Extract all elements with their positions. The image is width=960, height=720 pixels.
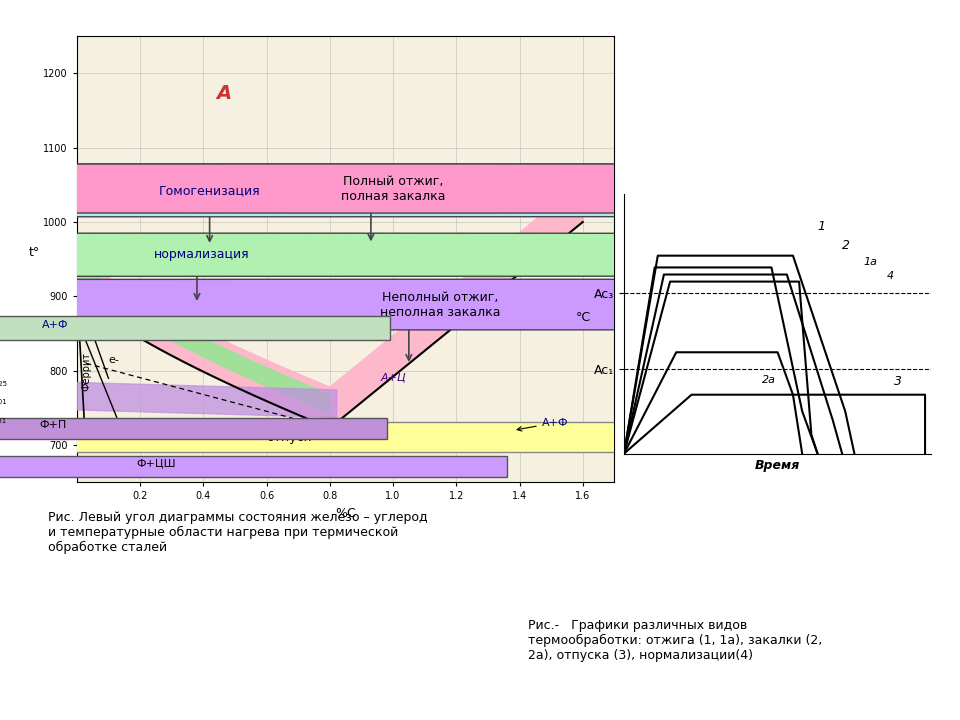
Text: 0,001: 0,001 xyxy=(0,418,8,424)
Polygon shape xyxy=(77,181,583,428)
Text: Рис.-   Графики различных видов
термообработки: отжига (1, 1а), закалки (2,
2а),: Рис.- Графики различных видов термообраб… xyxy=(528,619,823,662)
Text: 1a: 1a xyxy=(864,257,877,267)
Text: Ф+П: Ф+П xyxy=(39,420,66,430)
Text: 0,025: 0,025 xyxy=(0,381,8,387)
FancyBboxPatch shape xyxy=(0,456,507,477)
Text: 4: 4 xyxy=(887,271,894,282)
FancyBboxPatch shape xyxy=(0,233,960,276)
Y-axis label: °C: °C xyxy=(575,311,590,324)
Text: Полный отжиг,
полная закалка: Полный отжиг, полная закалка xyxy=(341,174,445,202)
Text: 2a: 2a xyxy=(762,375,777,385)
Text: нормализация: нормализация xyxy=(154,248,250,261)
Text: 1: 1 xyxy=(818,220,826,233)
Y-axis label: t°: t° xyxy=(29,246,40,259)
X-axis label: %C: %C xyxy=(335,507,356,520)
Text: Ф+ЦШ: Ф+ЦШ xyxy=(136,459,176,469)
Text: 723°: 723° xyxy=(343,428,370,438)
FancyBboxPatch shape xyxy=(0,422,760,452)
FancyBboxPatch shape xyxy=(0,418,387,438)
FancyBboxPatch shape xyxy=(0,316,390,340)
Polygon shape xyxy=(77,256,330,413)
Text: отпуск: отпуск xyxy=(266,431,311,444)
Text: Неполный отжиг,
неполная закалка: Неполный отжиг, неполная закалка xyxy=(380,291,501,318)
X-axis label: Время: Время xyxy=(755,459,801,472)
Text: Феррит: Феррит xyxy=(82,352,91,392)
Text: А+Ц: А+Ц xyxy=(380,372,406,382)
FancyBboxPatch shape xyxy=(0,164,960,213)
FancyBboxPatch shape xyxy=(0,164,960,217)
Text: 3: 3 xyxy=(895,375,902,388)
Text: e-: e- xyxy=(108,356,119,365)
Text: 0,01: 0,01 xyxy=(0,400,8,405)
Text: А+Ф: А+Ф xyxy=(41,320,68,330)
Text: 2: 2 xyxy=(842,238,851,251)
Text: Рис. Левый угол диаграммы состояния железо – углерод
и температурные области наг: Рис. Левый угол диаграммы состояния желе… xyxy=(48,511,427,554)
FancyBboxPatch shape xyxy=(0,279,960,330)
Text: A: A xyxy=(216,84,231,103)
Text: Гомогенизация: Гомогенизация xyxy=(158,184,260,197)
Text: А+Ф: А+Ф xyxy=(517,418,568,431)
